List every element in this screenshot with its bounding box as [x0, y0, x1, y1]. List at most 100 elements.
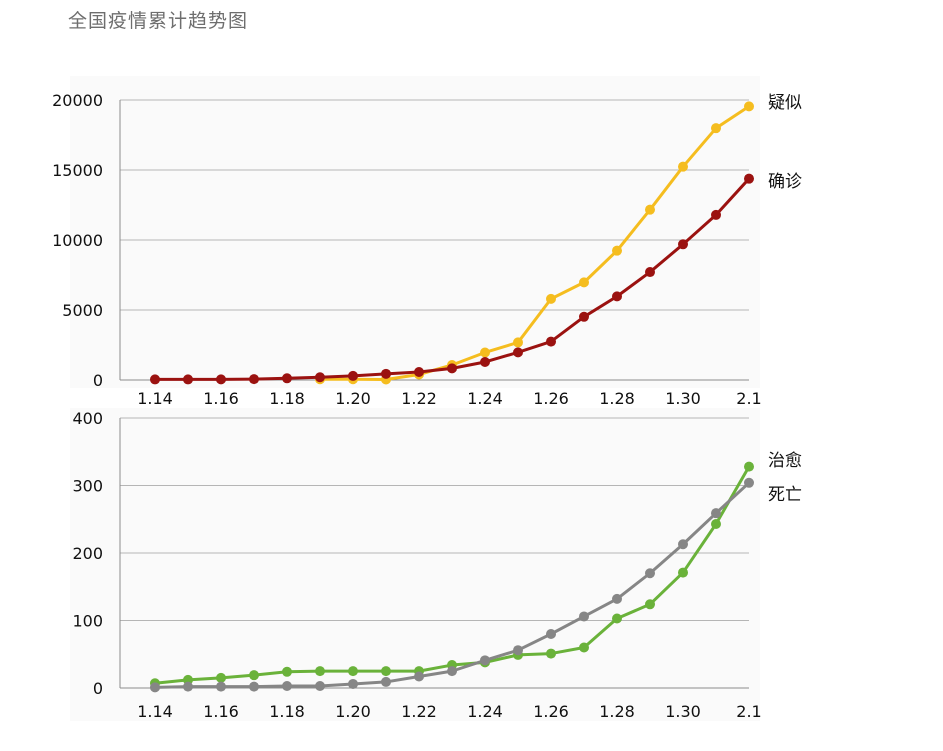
- x-tick-label: 1.16: [203, 702, 239, 721]
- y-tick-label: 300: [72, 477, 103, 496]
- data-point: [678, 239, 688, 250]
- data-point: [744, 461, 754, 472]
- data-point: [282, 666, 292, 677]
- data-point: [480, 347, 490, 358]
- data-point: [282, 680, 292, 691]
- data-point: [546, 629, 556, 639]
- chart-outcomes: 0 100 200 300 400 1.14 1.16 1.18 1.20 1.22 1.24 1.2…: [70, 408, 802, 721]
- data-point: [612, 245, 622, 256]
- x-tick-label: 1.20: [335, 389, 371, 408]
- data-point: [546, 293, 556, 304]
- data-point: [315, 666, 325, 677]
- x-tick-label: 1.22: [401, 389, 437, 408]
- x-tick-label: 1.30: [665, 702, 701, 721]
- y-tick-label: 15000: [52, 161, 103, 180]
- legend-label: 确诊: [768, 172, 802, 192]
- plot-background: [70, 76, 760, 388]
- data-point: [381, 666, 391, 677]
- data-point: [216, 374, 226, 385]
- y-tick-label: 20000: [52, 91, 103, 110]
- data-point: [513, 645, 523, 656]
- data-point: [315, 680, 325, 691]
- x-tick-label: 2.1: [736, 702, 761, 721]
- data-point: [645, 599, 655, 610]
- page-title: 全国疫情累计趋势图: [68, 10, 249, 32]
- data-point: [711, 518, 721, 529]
- data-point: [645, 568, 655, 579]
- data-point: [744, 173, 754, 184]
- data-point: [348, 666, 358, 677]
- data-point: [612, 613, 622, 624]
- legend-label: 死亡: [768, 485, 802, 505]
- data-point: [447, 363, 457, 374]
- legend-label: 疑似: [768, 93, 802, 113]
- data-point: [744, 101, 754, 112]
- data-point: [348, 678, 358, 689]
- data-point: [348, 370, 358, 381]
- data-point: [381, 676, 391, 687]
- data-point: [183, 374, 193, 385]
- data-point: [150, 374, 160, 385]
- data-point: [216, 672, 226, 683]
- data-point: [711, 209, 721, 220]
- data-point: [414, 367, 424, 378]
- data-point: [216, 681, 226, 692]
- data-point: [381, 368, 391, 379]
- y-tick-label: 10000: [52, 231, 103, 250]
- data-point: [678, 161, 688, 172]
- y-tick-label: 0: [93, 679, 103, 698]
- data-point: [480, 655, 490, 666]
- data-point: [579, 311, 589, 322]
- x-tick-label: 1.30: [665, 389, 701, 408]
- x-tick-label: 1.16: [203, 389, 239, 408]
- data-point: [150, 682, 160, 693]
- data-point: [447, 666, 457, 677]
- y-tick-label: 400: [72, 409, 103, 428]
- x-tick-label: 1.28: [599, 702, 635, 721]
- legend-label: 治愈: [768, 451, 802, 471]
- y-tick-label: 100: [72, 612, 103, 631]
- data-point: [513, 347, 523, 358]
- data-point: [711, 123, 721, 134]
- data-point: [546, 336, 556, 347]
- data-point: [249, 670, 259, 681]
- data-point: [678, 567, 688, 578]
- x-tick-label: 1.24: [467, 389, 503, 408]
- x-tick-label: 1.24: [467, 702, 503, 721]
- data-point: [282, 373, 292, 384]
- x-tick-label: 1.28: [599, 389, 635, 408]
- data-point: [249, 681, 259, 692]
- chart-cases: 0 5000 10000 15000 20000 1.14 1.16 1.18 1.20 1.22…: [52, 76, 802, 408]
- x-tick-label: 1.18: [269, 389, 305, 408]
- data-point: [513, 337, 523, 348]
- data-point: [315, 372, 325, 383]
- data-point: [414, 671, 424, 682]
- x-tick-label: 2.1: [736, 389, 761, 408]
- data-point: [612, 593, 622, 604]
- x-tick-label: 1.14: [137, 389, 173, 408]
- data-point: [711, 508, 721, 519]
- y-tick-label: 200: [72, 544, 103, 563]
- x-tick-label: 1.20: [335, 702, 371, 721]
- x-tick-label: 1.26: [533, 702, 569, 721]
- data-point: [480, 356, 490, 367]
- x-tick-label: 1.22: [401, 702, 437, 721]
- data-point: [579, 642, 589, 653]
- x-tick-label: 1.18: [269, 702, 305, 721]
- data-point: [744, 477, 754, 488]
- data-point: [612, 291, 622, 302]
- data-point: [678, 539, 688, 550]
- data-point: [183, 681, 193, 692]
- data-point: [579, 277, 589, 288]
- y-tick-label: 0: [93, 371, 103, 390]
- x-tick-label: 1.26: [533, 389, 569, 408]
- data-point: [546, 648, 556, 659]
- y-tick-label: 5000: [62, 301, 103, 320]
- data-point: [249, 374, 259, 385]
- data-point: [579, 611, 589, 622]
- data-point: [645, 267, 655, 278]
- x-tick-label: 1.14: [137, 702, 173, 721]
- series-line: [320, 105, 750, 381]
- data-point: [645, 204, 655, 215]
